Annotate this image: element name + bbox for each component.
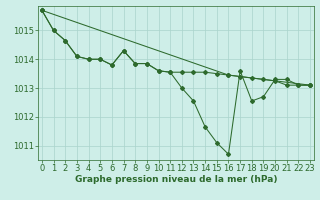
X-axis label: Graphe pression niveau de la mer (hPa): Graphe pression niveau de la mer (hPa): [75, 175, 277, 184]
